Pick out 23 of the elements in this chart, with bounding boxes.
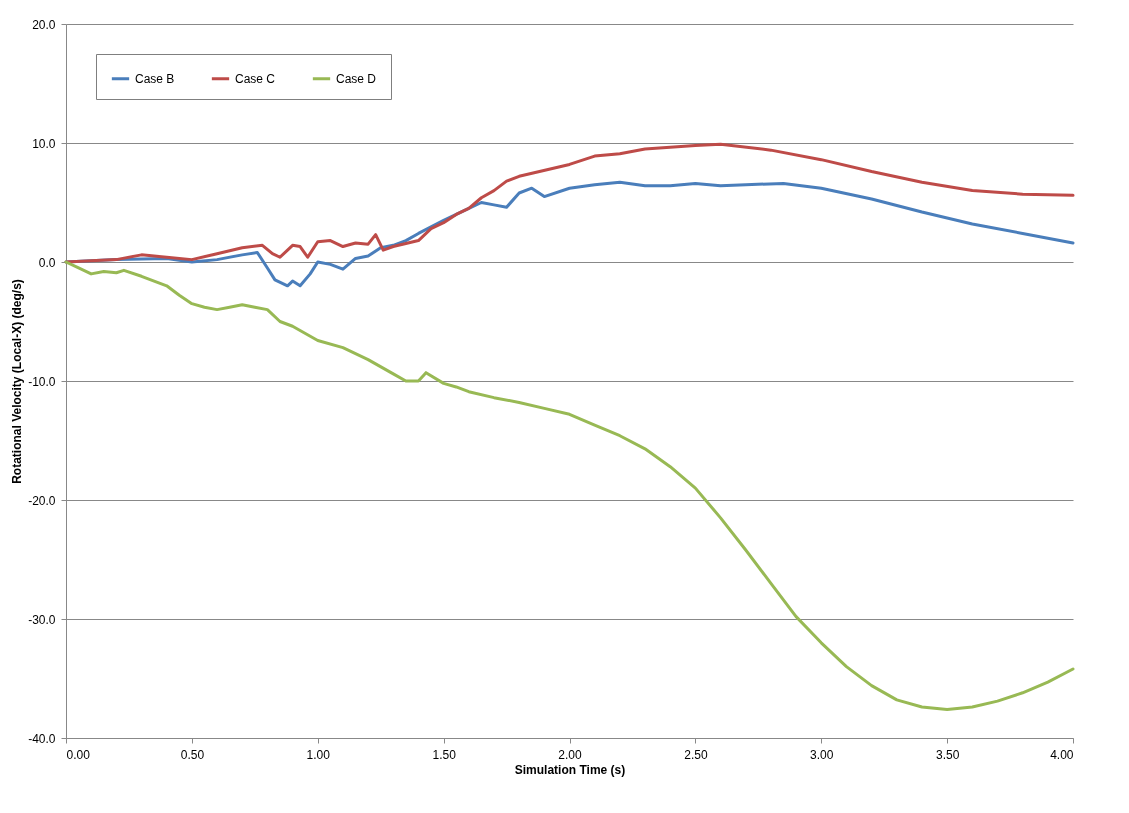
legend-label: Case B xyxy=(135,71,175,86)
x-tick-label: 3.00 xyxy=(810,747,834,762)
x-tick-label: 0.00 xyxy=(66,747,91,762)
y-tick-label: 10.0 xyxy=(32,136,56,151)
x-tick-label: 2.50 xyxy=(684,747,708,762)
x-tick-label: 4.00 xyxy=(1050,747,1074,762)
y-tick-label: 0.0 xyxy=(38,255,56,270)
x-axis-title: Simulation Time (s) xyxy=(514,762,626,777)
y-tick-label: -20.0 xyxy=(28,493,56,508)
line-series xyxy=(64,260,1075,711)
y-tick-label: -40.0 xyxy=(28,731,56,746)
legend-label: Case D xyxy=(336,71,377,86)
x-tick-label: 1.50 xyxy=(432,747,457,762)
x-tick-label: 3.50 xyxy=(935,747,960,762)
y-tick-label: 20.0 xyxy=(32,17,56,32)
line-series xyxy=(64,142,1075,264)
y-tick-label: -10.0 xyxy=(28,374,56,389)
y-tick-label: -30.0 xyxy=(28,612,56,627)
x-tick-label: 0.50 xyxy=(180,747,205,762)
x-tick-label: 2.00 xyxy=(558,747,582,762)
x-tick-label: 1.00 xyxy=(306,747,331,762)
y-axis-title: Rotational Velocity (Local-X) (deg/s) xyxy=(10,279,25,484)
legend-label: Case C xyxy=(235,71,276,86)
